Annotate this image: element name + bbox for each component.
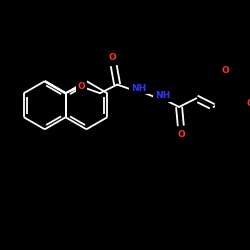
Text: O: O <box>246 99 250 108</box>
Text: O: O <box>222 66 230 75</box>
Text: NH: NH <box>131 84 146 92</box>
Text: O: O <box>108 52 116 62</box>
Text: O: O <box>77 82 85 91</box>
Text: NH: NH <box>155 91 170 100</box>
Text: O: O <box>178 130 186 139</box>
